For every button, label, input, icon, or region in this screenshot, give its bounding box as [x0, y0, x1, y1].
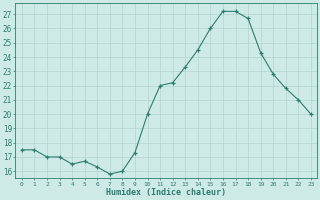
X-axis label: Humidex (Indice chaleur): Humidex (Indice chaleur): [106, 188, 226, 197]
